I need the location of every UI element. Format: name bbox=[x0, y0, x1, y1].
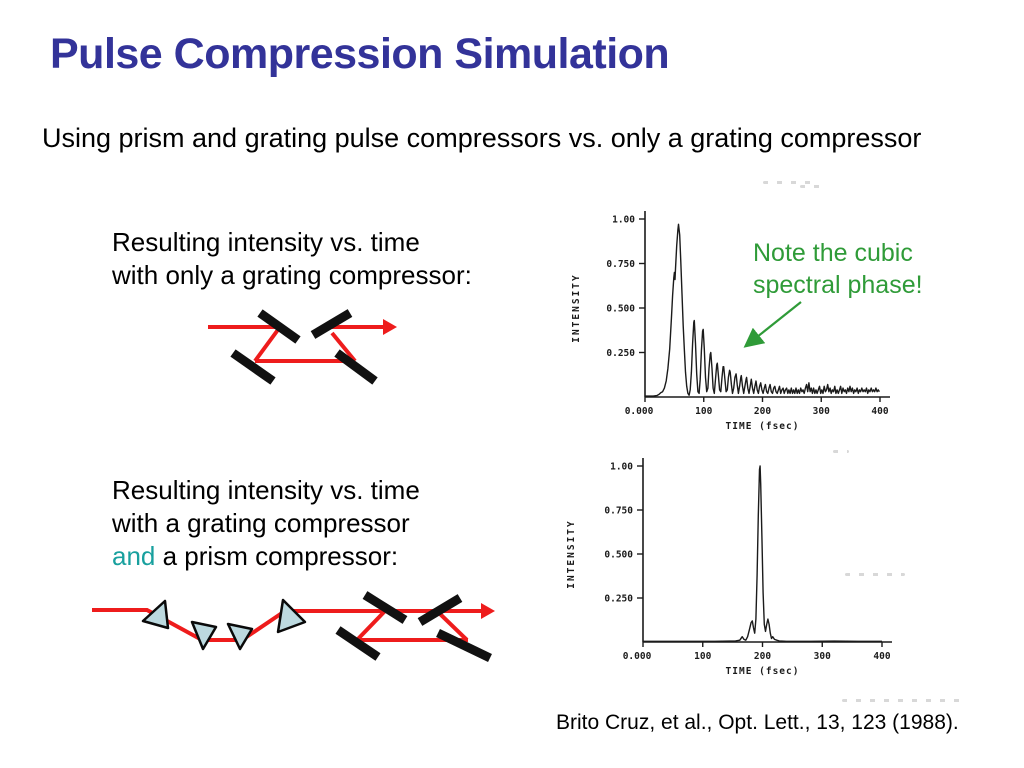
prism-triangle bbox=[276, 598, 307, 634]
scan-artifact bbox=[763, 181, 818, 184]
y-tick-label: 0.500 bbox=[604, 550, 633, 561]
subtitle: Using prism and grating pulse compressor… bbox=[42, 123, 922, 153]
caption-grating-and-prism: Resulting intensity vs. time with a grat… bbox=[112, 474, 420, 573]
x-axis-label: TIME (fsec) bbox=[726, 666, 800, 677]
x-tick-label: 100 bbox=[694, 651, 711, 662]
x-tick-label: 400 bbox=[873, 651, 890, 662]
y-tick-label: 0.750 bbox=[604, 506, 633, 517]
prism-and-grating-compressor-diagram bbox=[92, 591, 495, 663]
prism-triangle bbox=[141, 599, 170, 630]
intensity-plot-grating-only: 1.00 0.750 0.500 0.250 0.000 100 200 300 400 INTE… bbox=[571, 211, 890, 432]
x-tick-label: 300 bbox=[813, 406, 830, 417]
scan-artifact bbox=[833, 450, 849, 453]
x-tick-label: 100 bbox=[695, 406, 712, 417]
page-title: Pulse Compression Simulation bbox=[50, 30, 670, 78]
caption-grating-only-line2: with only a grating compressor: bbox=[112, 260, 472, 290]
and-word: and bbox=[112, 541, 156, 571]
y-tick-label: 1.00 bbox=[612, 215, 635, 226]
y-tick-label: 1.00 bbox=[610, 462, 633, 473]
citation: Brito Cruz, et al., Opt. Lett., 13, 123 … bbox=[556, 711, 959, 734]
scan-artifact bbox=[842, 699, 962, 702]
note-line2: spectral phase! bbox=[753, 271, 923, 299]
caption-gp-line3-rest: a prism compressor: bbox=[155, 541, 399, 571]
x-tick-label: 200 bbox=[754, 406, 771, 417]
x-tick-label: 300 bbox=[814, 651, 831, 662]
beam-arrowhead bbox=[481, 603, 495, 619]
beam-path bbox=[208, 319, 397, 363]
note-cubic-phase: Note the cubic spectral phase! bbox=[753, 237, 923, 301]
y-tick-label: 0.250 bbox=[606, 348, 635, 359]
intensity-curve bbox=[645, 223, 880, 397]
y-tick-label: 0.250 bbox=[604, 594, 633, 605]
caption-gp-line2: with a grating compressor bbox=[112, 508, 410, 538]
y-tick-label: 0.750 bbox=[606, 259, 635, 270]
caption-gp-line1: Resulting intensity vs. time bbox=[112, 475, 420, 505]
x-tick-label: 200 bbox=[754, 651, 771, 662]
note-line1: Note the cubic bbox=[753, 239, 913, 267]
prism-triangle bbox=[190, 620, 218, 651]
y-axis-label: INTENSITY bbox=[566, 519, 577, 588]
grating-bars bbox=[230, 309, 378, 385]
note-arrow bbox=[743, 301, 802, 348]
y-tick-label: 0.500 bbox=[606, 304, 635, 315]
caption-grating-only-line1: Resulting intensity vs. time bbox=[112, 227, 420, 257]
grating-compressor-diagram bbox=[208, 309, 397, 385]
beam-arrowhead bbox=[383, 319, 397, 335]
x-tick-label: 0.000 bbox=[623, 651, 652, 662]
grating-bars bbox=[335, 591, 492, 663]
x-tick-label: 400 bbox=[871, 406, 888, 417]
intensity-curve bbox=[643, 465, 882, 643]
scan-artifact bbox=[800, 185, 826, 188]
prism-triangle bbox=[226, 622, 254, 651]
scan-artifact bbox=[845, 573, 905, 576]
x-tick-label: 0.000 bbox=[625, 406, 654, 417]
caption-grating-only: Resulting intensity vs. time with only a… bbox=[112, 226, 472, 292]
y-axis-label: INTENSITY bbox=[571, 273, 582, 342]
x-axis-label: TIME (fsec) bbox=[726, 421, 800, 432]
caption-gp-line3: and a prism compressor: bbox=[112, 540, 420, 573]
prisms bbox=[141, 598, 307, 651]
intensity-plot-grating-and-prism: 1.00 0.750 0.500 0.250 0.000 100 200 300 400 INTE… bbox=[566, 458, 892, 677]
